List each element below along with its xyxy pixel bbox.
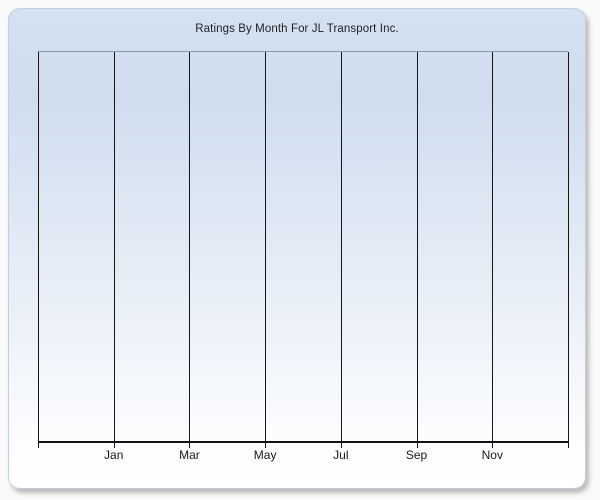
x-axis-label: May — [253, 448, 277, 462]
x-axis-tick — [568, 441, 569, 448]
x-axis-tick — [492, 441, 494, 448]
x-axis-tick — [113, 441, 115, 448]
plot-area: Jan Mar May Jul Sep Nov — [38, 51, 569, 462]
chart-panel: Ratings By Month For JL Transport Inc. J… — [8, 8, 586, 489]
x-axis-label: Nov — [481, 448, 503, 462]
x-gridline — [568, 52, 569, 441]
x-gridline — [265, 52, 267, 441]
x-gridline — [113, 52, 115, 441]
x-gridline — [340, 52, 342, 441]
x-axis-label: Mar — [179, 448, 200, 462]
x-axis-tick — [38, 441, 39, 448]
x-gridline — [492, 52, 494, 441]
x-axis-tick — [340, 441, 342, 448]
x-gridline — [416, 52, 418, 441]
x-axis-tick — [416, 441, 418, 448]
chart-title: Ratings By Month For JL Transport Inc. — [195, 23, 399, 35]
x-axis-tick — [189, 441, 191, 448]
x-gridline — [189, 52, 191, 441]
x-axis-tick — [265, 441, 267, 448]
x-axis-label: Jul — [333, 448, 349, 462]
x-gridline — [38, 52, 39, 441]
x-axis-label: Jan — [104, 448, 124, 462]
x-axis-label: Sep — [405, 448, 428, 462]
